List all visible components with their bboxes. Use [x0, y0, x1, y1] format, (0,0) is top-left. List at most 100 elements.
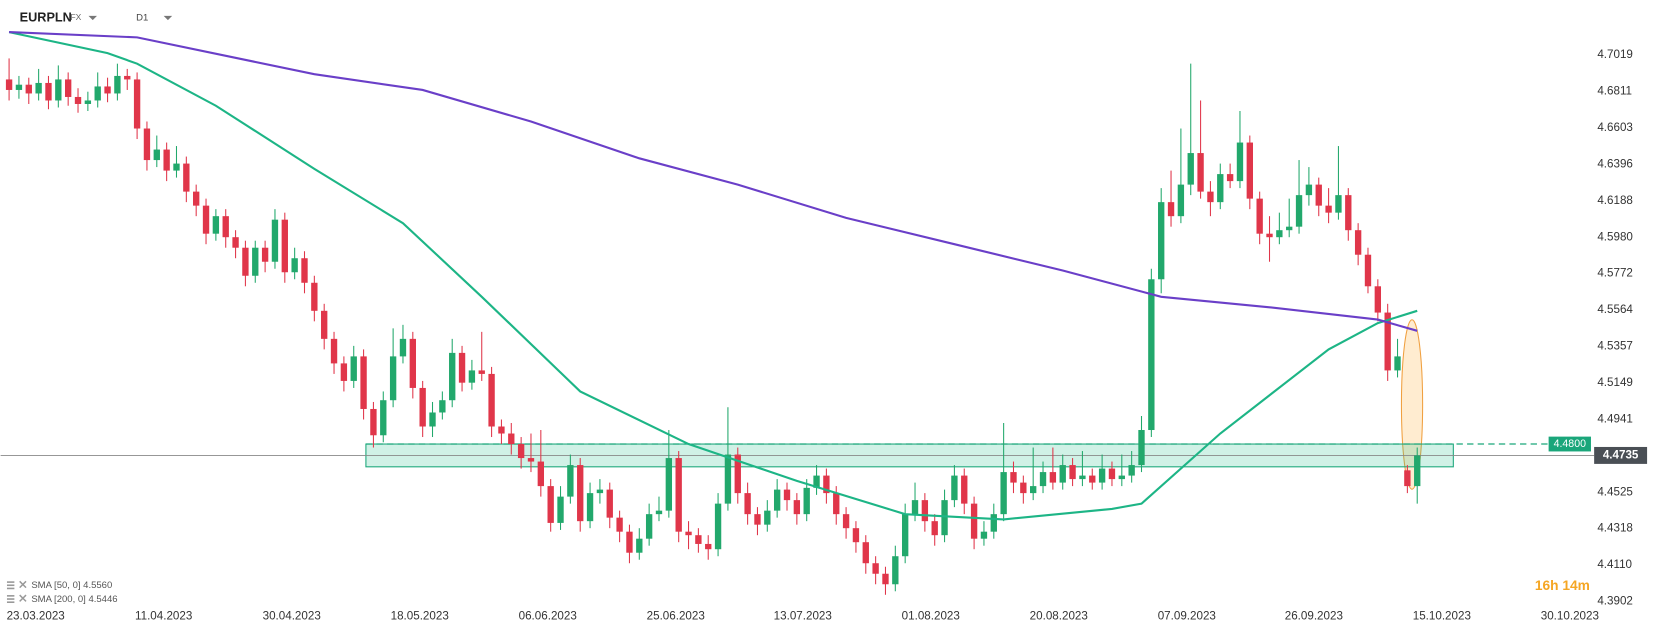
- candle-body: [1089, 475, 1096, 483]
- x-tick-label: 25.06.2023: [647, 609, 705, 622]
- legend-icons: [6, 580, 27, 603]
- candle-body: [35, 82, 42, 94]
- candle-body: [1030, 486, 1037, 494]
- legend-sma50: SMA [50, 0] 4.5560: [31, 580, 112, 591]
- candle-body: [478, 370, 485, 374]
- x-tick-label: 13.07.2023: [774, 609, 832, 622]
- candle-body: [271, 219, 279, 262]
- symbol-dropdown[interactable]: [88, 15, 97, 21]
- x-tick-label: 01.08.2023: [902, 609, 960, 622]
- candle-body: [803, 487, 810, 515]
- candle-body: [508, 433, 515, 445]
- candle-body: [133, 79, 141, 129]
- candle-body: [153, 149, 160, 161]
- candle-body: [1276, 230, 1283, 238]
- candle-body: [685, 531, 692, 536]
- candle-body: [55, 79, 62, 101]
- candle-body: [222, 216, 229, 238]
- candle-body: [714, 503, 722, 550]
- candle-body: [1354, 230, 1362, 255]
- x-tick-label: 18.05.2023: [391, 609, 449, 622]
- candle-body: [183, 163, 190, 192]
- y-tick-label: 4.4110: [1597, 558, 1632, 571]
- candle-body: [1286, 226, 1293, 231]
- y-tick-label: 4.5357: [1597, 339, 1633, 352]
- candle-body: [1236, 142, 1244, 182]
- candle-body: [439, 400, 446, 413]
- x-tick-label: 07.09.2023: [1158, 609, 1216, 622]
- candle-body: [124, 75, 131, 80]
- legend-sma200: SMA [200, 0] 4.5446: [31, 594, 117, 605]
- candle-body: [1108, 468, 1116, 480]
- candle-body: [951, 475, 958, 501]
- candle-body: [370, 408, 377, 436]
- y-tick-label: 4.6603: [1597, 121, 1633, 134]
- candle-body: [517, 444, 525, 459]
- candle-body: [764, 510, 771, 525]
- candle-body: [1059, 465, 1066, 483]
- candle-body: [5, 79, 13, 90]
- y-tick-label: 4.4318: [1597, 522, 1633, 535]
- candle-body: [399, 338, 407, 357]
- candle-body: [892, 556, 899, 585]
- candle-body: [980, 531, 988, 539]
- candle-body: [961, 475, 968, 504]
- y-tick-label: 4.5564: [1597, 303, 1633, 316]
- sma-line: [8, 31, 1418, 521]
- y-tick-label: 4.6396: [1597, 157, 1633, 170]
- candle-body: [1158, 202, 1165, 280]
- candle-body: [1049, 472, 1057, 483]
- candle-body: [616, 517, 623, 532]
- x-tick-label: 26.09.2023: [1285, 609, 1343, 622]
- candle-body: [744, 493, 751, 515]
- candle-body: [321, 310, 328, 339]
- candle-body: [636, 538, 643, 553]
- y-tick-label: 4.5149: [1597, 376, 1633, 389]
- candle-body: [1295, 195, 1303, 227]
- candle-body: [577, 465, 584, 522]
- sma-line: [9, 31, 1418, 332]
- candle-body: [311, 282, 318, 311]
- candle-body: [567, 465, 574, 497]
- y-tick-label: 4.6188: [1597, 194, 1633, 207]
- candle-body: [252, 247, 259, 276]
- candle-body: [754, 514, 761, 525]
- candle-body: [862, 542, 869, 564]
- x-tick-label: 23.03.2023: [7, 609, 65, 622]
- candle-body: [163, 149, 170, 171]
- candle-body: [261, 247, 269, 262]
- symbol[interactable]: EURPLN: [20, 10, 72, 24]
- candle-body: [1197, 153, 1204, 192]
- x-tick-label: 15.10.2023: [1413, 609, 1471, 622]
- y-tick-label: 4.4941: [1597, 412, 1633, 425]
- candle-body: [931, 521, 938, 536]
- candle-body: [419, 387, 426, 427]
- candle-body: [45, 82, 52, 101]
- candle-body: [1246, 142, 1253, 199]
- x-tick-label: 20.08.2023: [1030, 609, 1088, 622]
- candle-body: [842, 514, 850, 529]
- y-tick-label: 4.6811: [1597, 85, 1632, 98]
- candle-body: [429, 412, 436, 427]
- candle-body: [645, 514, 653, 539]
- candle-body: [1404, 470, 1411, 487]
- candle-body: [1167, 202, 1175, 217]
- interval[interactable]: D1: [136, 13, 148, 24]
- candle-body: [537, 461, 545, 487]
- candle-body: [823, 475, 830, 494]
- candle-body: [1148, 279, 1155, 431]
- candle-body: [1138, 430, 1145, 466]
- candle-body: [1394, 356, 1401, 371]
- candle-body: [468, 370, 476, 383]
- candle-body: [882, 573, 889, 585]
- candle-body: [1217, 174, 1224, 203]
- candle-body: [232, 237, 239, 248]
- candle-body: [1315, 184, 1322, 206]
- candle-body: [1374, 286, 1382, 313]
- candle-body: [350, 356, 357, 381]
- candle-body: [74, 96, 82, 104]
- y-tick-label: 4.7019: [1597, 48, 1633, 61]
- y-tick-label: 4.3902: [1597, 595, 1633, 608]
- interval-dropdown[interactable]: [163, 15, 173, 21]
- candle-body: [1000, 472, 1007, 515]
